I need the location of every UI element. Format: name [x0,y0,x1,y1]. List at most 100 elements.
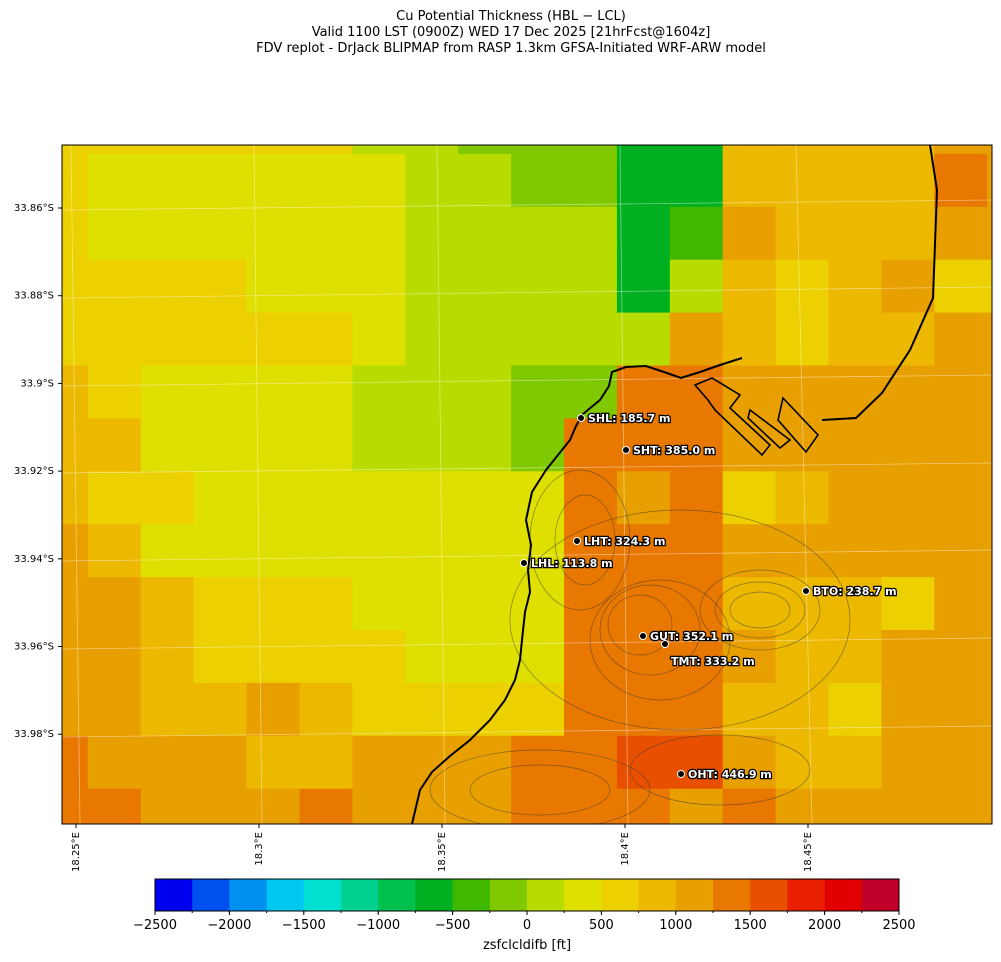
grid-cell [616,206,671,261]
grid-cell [511,788,565,824]
grid-cell [140,206,195,261]
station-label: OHT: 446.9 m [688,768,772,781]
grid-cell [352,365,406,419]
lon-tick-label: 18.35°E [437,832,448,872]
grid-cell [934,153,988,208]
grid-cell [564,206,618,261]
grid-cell [881,312,935,366]
grid-cell [987,259,992,314]
colorbar-segment [861,879,900,911]
station-dot [661,640,669,648]
grid-cell [140,418,195,472]
grid-cell [299,418,353,472]
grid-cell [934,524,988,578]
grid-cell [87,630,142,684]
grid-cell [881,577,935,631]
colorbar-segment [155,879,193,911]
grid-cell [246,577,300,631]
station-dot [802,587,810,595]
grid-cell [405,145,459,155]
grid-cell [352,153,406,208]
grid-cell [511,259,565,314]
grid-cell [246,145,300,155]
colorbar-segment [564,879,602,911]
grid-cell [246,312,300,366]
grid-cell [828,259,882,314]
grid-cell [299,577,353,631]
grid-cell [352,145,406,155]
grid-cell [458,577,512,631]
grid-cell [458,206,512,261]
grid-cell [669,259,724,314]
grid-cell [669,788,724,824]
grid-cell [934,365,988,419]
grid-cell [62,206,89,261]
grid-cell [246,735,300,790]
grid-cell [616,471,671,525]
grid-cell [511,577,565,631]
grid-cell [246,418,300,472]
colorbar-tick-label: 500 [589,918,614,933]
grid-cell [87,577,142,631]
grid-cell [405,682,459,737]
grid-cell [140,524,195,578]
colorbar-segment [266,879,305,911]
grid-cell [987,145,992,155]
lat-tick-label: 33.96°S [14,642,54,653]
grid-cell [722,145,777,155]
grid-cell [564,682,618,737]
grid-cell [881,524,935,578]
grid-cell [511,630,565,684]
grid-cell [828,312,882,366]
grid-cell [246,524,300,578]
grid-cell [352,206,406,261]
grid-cell [669,682,724,737]
grid-cell [616,365,671,419]
grid-cell [299,630,353,684]
grid-cell [669,145,724,155]
grid-cell [458,365,512,419]
grid-cell [193,206,248,261]
grid-cell [193,418,248,472]
grid-cell [616,788,671,824]
grid-cell [881,418,935,472]
grid-cell [352,259,406,314]
grid-cell [62,788,89,824]
grid-cell [828,365,882,419]
grid-cell [881,365,935,419]
colorbar-tick-label: 1500 [734,918,767,933]
grid-cell [881,145,935,155]
grid-cell [405,630,459,684]
colorbar-segment [787,879,825,911]
grid-cell [193,312,248,366]
grid-cell [881,788,935,824]
colorbar-segment [452,879,491,911]
grid-cell [458,524,512,578]
grid-cell [934,312,988,366]
colorbar-tick-label: −500 [435,918,471,933]
grid-cell [140,259,195,314]
grid-cell [140,312,195,366]
grid-cell [881,682,935,737]
grid-cell [299,471,353,525]
grid-cell [193,259,248,314]
station-dot [677,770,685,778]
grid-cell [458,682,512,737]
grid-cell [669,735,724,790]
grid-cell [722,259,777,314]
colorbar-segment [489,879,528,911]
grid-cell [140,365,195,419]
grid-cell [511,206,565,261]
grid-cell [564,630,618,684]
grid-cell [881,206,935,261]
station-label: BTO: 238.7 m [813,585,897,598]
grid-cell [87,682,142,737]
lat-tick-label: 33.92°S [14,466,54,477]
grid-cell [934,206,988,261]
grid-cell [87,524,142,578]
grid-cell [987,630,992,684]
grid-cell [987,365,992,419]
grid-cell [987,735,992,790]
grid-cell [881,735,935,790]
